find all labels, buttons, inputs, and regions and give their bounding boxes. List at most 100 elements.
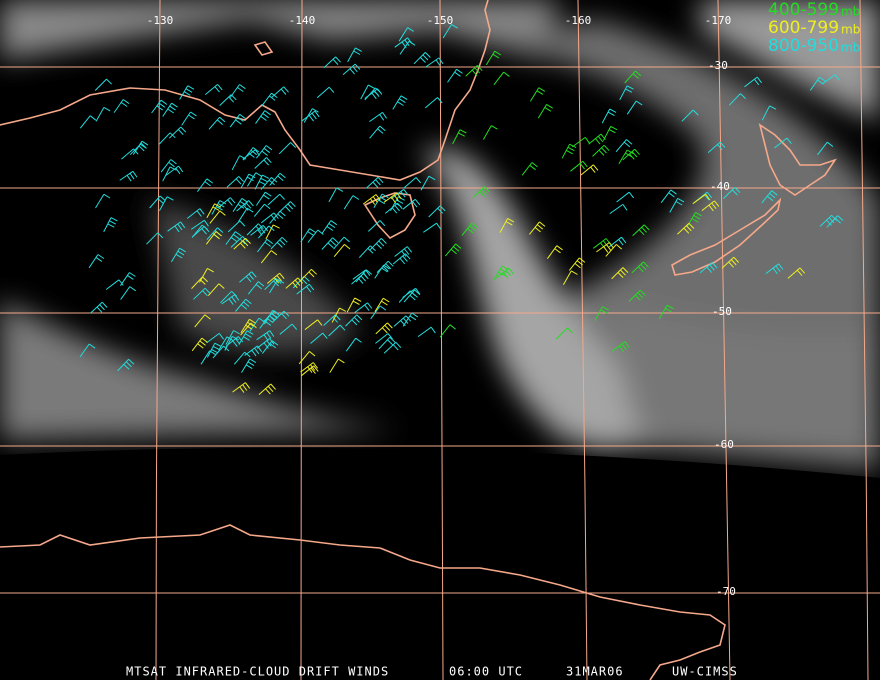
legend-range: 600-799: [768, 18, 839, 38]
wind-barb: [699, 262, 718, 274]
wind-barb: [692, 193, 711, 205]
wind-barb: [190, 219, 209, 230]
latitude-label: -70: [716, 585, 736, 598]
wind-barb: [279, 323, 298, 335]
wind-barb: [529, 221, 546, 235]
wind-barb: [257, 238, 274, 253]
wind-barb: [347, 47, 362, 63]
wind-barb: [394, 246, 413, 257]
wind-barb: [206, 227, 224, 241]
wind-barb: [225, 330, 241, 345]
wind-barb: [219, 94, 237, 106]
wind-barb: [628, 289, 646, 302]
wind-barb: [609, 203, 628, 215]
wind-barb: [256, 330, 275, 341]
wind-barb: [669, 197, 685, 213]
wind-barb: [231, 155, 247, 171]
wind-barb: [160, 159, 177, 173]
wind-barb: [485, 50, 502, 66]
wind-barb: [191, 226, 210, 238]
wind-barb: [244, 345, 263, 357]
wind-barb: [226, 176, 244, 188]
wind-barb: [266, 272, 285, 284]
wind-barb: [229, 84, 246, 98]
wind-barb: [482, 125, 498, 140]
wind-barb: [721, 256, 740, 269]
wind-barb: [611, 341, 630, 352]
wind-barb: [602, 125, 618, 141]
wind-barb: [588, 133, 606, 145]
wind-barb: [151, 99, 168, 114]
wind-barb: [162, 166, 177, 182]
wind-barb: [129, 142, 147, 156]
wind-barb: [119, 170, 138, 182]
wind-barb: [744, 76, 762, 88]
wind-barb: [209, 210, 226, 224]
wind-barb: [285, 277, 303, 289]
wind-barb: [615, 139, 633, 153]
wind-barb: [632, 224, 650, 237]
wind-barb: [392, 253, 411, 265]
latitude-label: -60: [714, 438, 734, 451]
wind-barb: [329, 358, 345, 373]
wind-barb: [761, 190, 778, 204]
wind-barb: [316, 86, 335, 99]
wind-barb: [121, 148, 139, 160]
wind-barb: [345, 314, 363, 327]
wind-barb: [373, 193, 389, 209]
wind-barb: [342, 63, 361, 75]
wind-barb: [403, 289, 421, 303]
footer-time: 06:00 UTC: [449, 665, 523, 679]
wind-barb: [211, 200, 227, 215]
wind-barb: [186, 208, 205, 219]
wind-barb: [258, 383, 276, 395]
wind-barb: [310, 332, 328, 344]
wind-barb: [146, 232, 164, 245]
wind-barb: [158, 196, 174, 212]
wind-barb: [301, 110, 320, 122]
wind-barb: [95, 193, 111, 209]
wind-barb: [278, 201, 296, 213]
wind-barb: [79, 343, 96, 358]
wind-barb: [113, 99, 130, 113]
wind-barb: [364, 88, 383, 100]
wind-barb: [819, 214, 837, 227]
wind-barb: [374, 297, 390, 313]
wind-barb: [158, 132, 176, 145]
wind-barb: [105, 279, 124, 290]
wind-barb: [296, 283, 315, 295]
legend-unit: mb: [841, 23, 860, 37]
wind-barb: [304, 319, 323, 330]
wind-barb: [298, 351, 316, 365]
wind-barb: [300, 362, 319, 373]
wind-barb: [369, 125, 386, 139]
wind-barb: [227, 220, 246, 233]
wind-barb: [88, 254, 105, 269]
coastlines: [0, 0, 837, 680]
wind-barb: [424, 97, 443, 109]
wind-barb: [420, 175, 436, 191]
wind-barb: [367, 220, 386, 232]
wind-barb: [260, 177, 278, 190]
earth-limb: [0, 447, 880, 680]
wind-barb: [117, 358, 135, 372]
wind-barb: [383, 192, 402, 204]
wind-barb: [233, 351, 251, 365]
wind-barb: [681, 109, 699, 122]
wind-barb: [328, 187, 344, 203]
wind-barb: [208, 116, 226, 130]
wind-barb: [402, 287, 421, 298]
legend-range: 400-599: [768, 0, 839, 20]
wind-barb: [256, 338, 275, 349]
wind-barb: [299, 268, 317, 282]
wind-barb: [403, 177, 422, 189]
wind-barb: [354, 302, 373, 313]
wind-barb: [378, 336, 396, 350]
legend-unit: mb: [841, 5, 860, 19]
wind-barb: [307, 229, 324, 243]
wind-barb: [333, 236, 350, 250]
wind-barb: [243, 147, 260, 161]
wind-barb: [392, 95, 408, 110]
wind-barb: [619, 85, 634, 101]
